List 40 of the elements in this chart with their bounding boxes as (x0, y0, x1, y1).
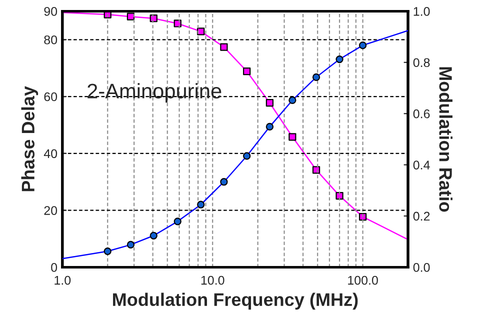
x-axis-title: Modulation Frequency (MHz) (113, 292, 358, 310)
y2-tick-label: 0.4 (413, 160, 430, 170)
y2-tick-label: 0.6 (413, 109, 430, 118)
y-tick-label: 60 (44, 92, 58, 102)
point (312, 166, 320, 174)
y2-tick-label: 0.2 (413, 212, 430, 221)
point (336, 55, 344, 64)
annotation: 2-Aminopurine (88, 83, 222, 103)
y-tick-label: 0 (51, 263, 58, 272)
point (243, 68, 251, 76)
point (220, 178, 228, 186)
point (266, 99, 274, 107)
point (288, 133, 296, 141)
y-axis-title: Phase Delay (21, 86, 38, 192)
y2-axis-title: Modulation Ratio (439, 67, 452, 212)
point (336, 192, 344, 200)
y2-tick-label: 1.0 (414, 7, 430, 16)
point (288, 96, 296, 104)
point (220, 43, 228, 51)
point (197, 200, 205, 208)
x-tick-label: 10.0 (201, 276, 224, 285)
y-tick-label: 20 (44, 206, 58, 215)
point (174, 218, 182, 226)
x-tick-label: 100.0 (348, 276, 378, 285)
point (150, 14, 158, 22)
point (243, 152, 251, 160)
y-tick-label: 80 (44, 35, 58, 44)
y2-tick-label: 0.8 (413, 58, 430, 68)
point (358, 42, 367, 50)
y-tick-label: 40 (44, 149, 58, 158)
point (126, 240, 135, 249)
y2-tick-label: 0.0 (413, 263, 430, 272)
point (266, 122, 274, 130)
point (150, 232, 158, 240)
point (312, 73, 320, 82)
point (126, 12, 135, 20)
y-tick-label: 90 (44, 7, 58, 16)
x-tick-label: 1.0 (54, 276, 71, 285)
point (197, 28, 205, 36)
point (104, 247, 112, 256)
